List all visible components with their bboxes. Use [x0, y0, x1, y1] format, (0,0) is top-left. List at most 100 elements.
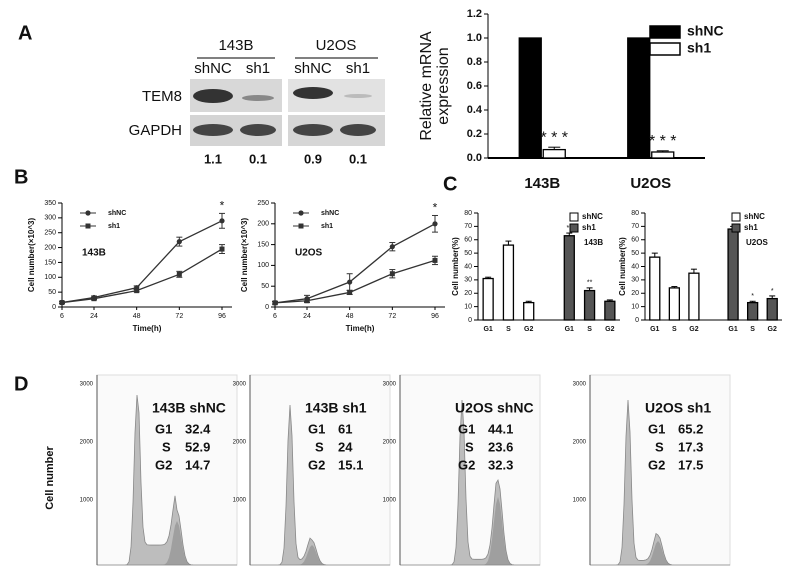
- y-tick-label: 350: [44, 200, 56, 207]
- ratio: 0.1: [249, 151, 267, 166]
- bar: [688, 272, 700, 321]
- phase-label: G1: [308, 421, 325, 436]
- legend-label: shNC: [582, 212, 603, 221]
- plot-title: U2OS: [746, 238, 768, 247]
- marker: [432, 257, 438, 263]
- y-tick-label: 50: [631, 250, 639, 257]
- panel-label: C: [443, 173, 457, 195]
- bar: [766, 297, 778, 321]
- phase-label: S: [315, 439, 324, 454]
- y-tick-label: 0: [52, 304, 56, 311]
- ratio: 0.1: [349, 151, 367, 166]
- phase-value: 15.1: [338, 457, 363, 472]
- y-tick-label: 40: [464, 263, 472, 270]
- protein-label: TEM8: [142, 88, 182, 105]
- y-tick-label: 1.0: [467, 32, 482, 44]
- flow-title: 143B shNC: [152, 400, 226, 416]
- legend-label: sh1: [744, 223, 758, 232]
- x-tick-label: 96: [431, 313, 439, 320]
- phase-value: 44.1: [488, 421, 513, 436]
- panel-label: D: [14, 373, 28, 395]
- flow-tick-label: 2000: [383, 440, 397, 446]
- y-tick-label: 80: [464, 210, 472, 217]
- y-tick-label: 60: [631, 237, 639, 244]
- flow-tick-label: 1000: [80, 498, 94, 504]
- phase-value: 17.5: [678, 457, 703, 472]
- x-tick-label: G1: [728, 326, 737, 333]
- flow-tick-label: 1000: [383, 498, 397, 504]
- histogram-g2: [400, 497, 540, 565]
- x-tick-label: S: [672, 326, 677, 333]
- marker: [134, 288, 140, 294]
- bar: [502, 244, 515, 321]
- bar: [727, 228, 739, 321]
- protein-label: GAPDH: [129, 122, 182, 139]
- marker: [347, 289, 353, 295]
- phase-label: S: [465, 439, 474, 454]
- bar: [482, 277, 494, 321]
- phase-value: 52.9: [185, 439, 210, 454]
- legend-label: sh1: [321, 223, 333, 230]
- legend-label: shNC: [687, 23, 724, 39]
- y-tick-label: 70: [464, 223, 472, 230]
- marker: [272, 300, 278, 306]
- y-label: Cell number(×10^3): [240, 218, 249, 293]
- y-tick-label: 60: [464, 237, 472, 244]
- legend-marker: [85, 210, 91, 216]
- phase-label: G2: [648, 457, 665, 472]
- y-tick-label: 50: [464, 250, 472, 257]
- y-label: Cell number(%): [451, 237, 460, 296]
- x-tick-label: 6: [60, 313, 64, 320]
- band: [242, 95, 274, 101]
- legend-label: shNC: [744, 212, 765, 221]
- marker: [432, 221, 438, 227]
- x-tick-label: 48: [133, 313, 141, 320]
- y-tick-label: 10: [464, 303, 472, 310]
- bar: [523, 301, 535, 321]
- y-tick-label: 200: [44, 244, 56, 251]
- band: [293, 87, 333, 99]
- phase-label: G1: [648, 421, 665, 436]
- lane-label: shNC: [194, 60, 232, 77]
- band: [340, 124, 376, 136]
- flow-title: U2OS shNC: [455, 400, 534, 416]
- x-tick-label: G1: [483, 326, 492, 333]
- phase-value: 65.2: [678, 421, 703, 436]
- y-tick-label: 1.2: [467, 8, 482, 20]
- histogram: [250, 404, 390, 566]
- flow-tick-label: 1000: [233, 498, 247, 504]
- annotation: **: [587, 280, 593, 287]
- phase-value: 32.3: [488, 457, 513, 472]
- band: [293, 124, 333, 136]
- y-tick-label: 300: [44, 215, 56, 222]
- legend-label: sh1: [108, 223, 120, 230]
- bar: [746, 301, 759, 321]
- histogram: [590, 399, 730, 566]
- x-tick-label: 72: [175, 313, 183, 320]
- y-tick-label: 50: [261, 283, 269, 290]
- flow-ylabel: Cell number: [44, 446, 56, 510]
- lane-label: sh1: [246, 60, 270, 77]
- x-label: Time(h): [346, 324, 375, 333]
- phase-label: G1: [458, 421, 475, 436]
- ratio: 1.1: [204, 151, 222, 166]
- legend-label: sh1: [687, 40, 711, 56]
- bar: [668, 287, 681, 321]
- phase-label: S: [162, 439, 171, 454]
- bar: [583, 289, 596, 321]
- x-tick-label: G2: [524, 326, 533, 333]
- phase-value: 24: [338, 439, 353, 454]
- annotation: *: [433, 201, 438, 215]
- cell-line: 143B: [218, 37, 253, 54]
- phase-value: 61: [338, 421, 352, 436]
- x-tick-label: 143B: [524, 175, 560, 192]
- y-tick-label: 0.0: [467, 152, 482, 164]
- legend-swatch: [731, 223, 741, 233]
- legend-swatch: [649, 42, 681, 56]
- panel-label: B: [14, 166, 28, 188]
- y-tick-label: 30: [464, 277, 472, 284]
- band: [240, 124, 276, 136]
- cell-line: U2OS: [316, 37, 357, 54]
- annotation: **: [567, 225, 573, 232]
